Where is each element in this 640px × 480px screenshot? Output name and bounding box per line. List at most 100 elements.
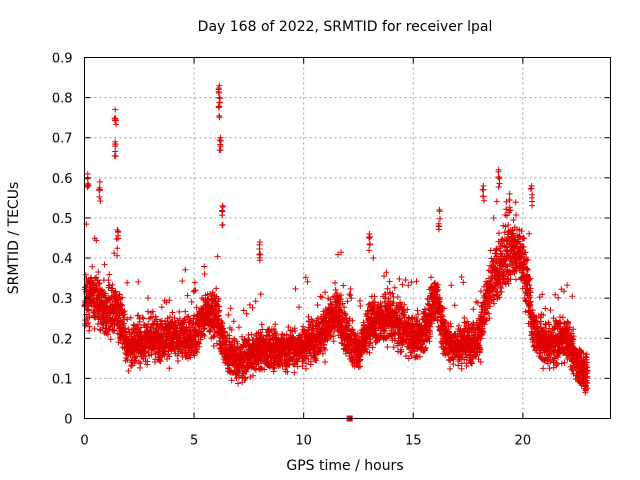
data-point bbox=[127, 314, 134, 321]
data-point bbox=[291, 369, 298, 376]
data-point bbox=[322, 289, 329, 296]
data-point bbox=[546, 365, 553, 372]
data-point bbox=[384, 344, 391, 351]
data-point bbox=[201, 271, 208, 278]
data-point bbox=[84, 306, 91, 313]
data-point bbox=[93, 284, 100, 291]
data-point bbox=[125, 368, 132, 375]
data-point bbox=[158, 304, 165, 311]
data-point bbox=[179, 278, 186, 285]
data-point bbox=[236, 324, 243, 331]
data-point bbox=[552, 291, 559, 298]
data-point bbox=[101, 261, 108, 268]
data-point bbox=[405, 282, 412, 289]
data-point bbox=[133, 353, 140, 360]
data-point bbox=[247, 373, 254, 380]
data-point bbox=[111, 250, 118, 257]
data-point bbox=[250, 372, 257, 379]
data-point bbox=[487, 247, 494, 254]
data-point bbox=[512, 276, 519, 283]
data-point bbox=[107, 336, 114, 343]
data-point bbox=[91, 325, 98, 332]
data-point bbox=[357, 302, 364, 309]
data-point bbox=[149, 308, 156, 315]
data-point bbox=[114, 252, 121, 259]
data-point bbox=[93, 237, 100, 244]
data-point bbox=[413, 278, 420, 285]
data-point bbox=[243, 310, 250, 317]
data-point bbox=[139, 314, 146, 321]
data-point bbox=[249, 304, 256, 311]
data-point bbox=[292, 285, 299, 292]
data-point bbox=[135, 312, 142, 319]
data-point bbox=[121, 320, 128, 327]
data-point bbox=[116, 291, 123, 298]
data-point bbox=[448, 282, 455, 289]
data-point bbox=[119, 302, 126, 309]
data-point bbox=[460, 279, 467, 286]
data-point bbox=[314, 302, 321, 309]
data-point bbox=[396, 275, 403, 282]
data-point bbox=[157, 358, 164, 365]
data-point bbox=[542, 305, 549, 312]
data-point bbox=[391, 284, 398, 291]
data-point bbox=[248, 331, 255, 338]
data-point bbox=[158, 317, 165, 324]
data-point bbox=[86, 327, 93, 334]
data-point bbox=[340, 282, 347, 289]
data-point bbox=[458, 274, 465, 281]
data-point bbox=[496, 230, 503, 237]
data-point bbox=[137, 364, 144, 371]
data-point bbox=[505, 222, 512, 229]
data-point bbox=[169, 309, 176, 316]
data-point bbox=[332, 279, 339, 286]
data-point bbox=[136, 358, 143, 365]
data-point bbox=[272, 321, 279, 328]
data-point bbox=[201, 263, 208, 270]
data-point bbox=[447, 365, 454, 372]
data-point bbox=[559, 314, 566, 321]
data-point bbox=[167, 314, 174, 321]
data-point bbox=[165, 348, 172, 355]
data-point bbox=[526, 230, 533, 237]
data-point bbox=[124, 279, 131, 286]
data-point bbox=[402, 277, 409, 284]
data-point bbox=[144, 358, 151, 365]
data-point bbox=[113, 292, 120, 299]
data-point bbox=[451, 302, 458, 309]
data-point bbox=[399, 281, 406, 288]
data-point bbox=[152, 313, 159, 320]
data-point bbox=[428, 274, 435, 281]
data-point bbox=[166, 297, 173, 304]
data-point bbox=[174, 358, 181, 365]
data-point bbox=[156, 348, 163, 355]
data-point bbox=[119, 294, 126, 301]
data-point bbox=[127, 363, 134, 370]
data-point bbox=[122, 325, 129, 332]
data-point bbox=[104, 331, 111, 338]
data-point bbox=[493, 198, 500, 205]
data-point bbox=[257, 291, 264, 298]
data-point bbox=[99, 289, 106, 296]
data-point bbox=[136, 318, 143, 325]
data-point bbox=[85, 307, 92, 314]
data-point bbox=[90, 279, 97, 286]
data-point bbox=[252, 298, 259, 305]
data-point bbox=[490, 214, 497, 221]
data-point bbox=[96, 280, 103, 287]
data-point bbox=[547, 307, 554, 314]
data-point bbox=[458, 365, 465, 372]
data-point bbox=[124, 316, 131, 323]
data-point bbox=[512, 199, 519, 206]
data-point bbox=[191, 279, 198, 286]
data-point bbox=[227, 305, 234, 312]
data-point bbox=[300, 323, 307, 330]
data-point bbox=[347, 292, 354, 299]
data-point bbox=[182, 308, 189, 315]
data-point bbox=[299, 363, 306, 370]
data-point bbox=[140, 315, 147, 322]
data-point bbox=[258, 321, 265, 328]
data-point bbox=[356, 297, 363, 304]
chart-title: Day 168 of 2022, SRMTID for receiver lpa… bbox=[198, 19, 493, 35]
